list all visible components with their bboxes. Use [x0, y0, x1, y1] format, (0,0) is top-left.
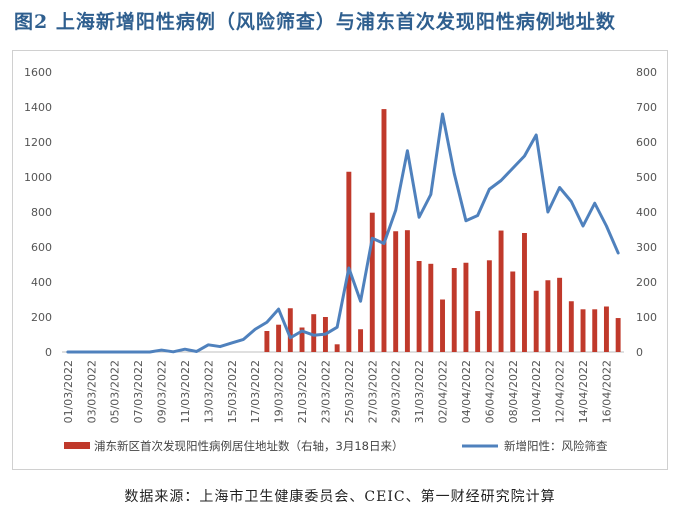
- x-tick-label: 17/03/2022: [249, 360, 262, 423]
- chart-frame: [12, 50, 668, 470]
- bar: [580, 309, 586, 352]
- y-right-tick-label: 800: [636, 66, 657, 79]
- x-tick-label: 11/03/2022: [179, 360, 192, 423]
- y-right-tick-label: 500: [636, 171, 657, 184]
- legend-label-bar: 浦东新区首次发现阳性病例居住地址数（右轴，3月18日来）: [94, 439, 403, 453]
- y-right-tick-label: 100: [636, 311, 657, 324]
- x-tick-label: 10/04/2022: [530, 360, 543, 423]
- y-left-tick-label: 800: [31, 206, 52, 219]
- bar: [287, 308, 293, 352]
- legend-swatch-bar: [64, 442, 90, 449]
- bar: [557, 277, 563, 352]
- x-tick-label: 14/04/2022: [577, 360, 590, 423]
- y-right-tick-label: 400: [636, 206, 657, 219]
- source-note: 数据来源：上海市卫生健康委员会、CEIC、第一财经研究院计算: [124, 489, 556, 505]
- bar: [463, 262, 469, 352]
- x-tick-label: 02/04/2022: [437, 360, 450, 423]
- x-tick-label: 01/03/2022: [62, 360, 75, 423]
- y-right-tick-label: 700: [636, 101, 657, 114]
- bar: [428, 263, 434, 352]
- bar: [393, 231, 399, 352]
- bar: [404, 230, 410, 352]
- x-tick-label: 15/03/2022: [226, 360, 239, 423]
- bar: [311, 314, 317, 352]
- y-left-tick-label: 0: [45, 346, 52, 359]
- x-tick-label: 21/03/2022: [296, 360, 309, 423]
- legend: 浦东新区首次发现阳性病例居住地址数（右轴，3月18日来） 新增阳性：风险筛查: [64, 439, 608, 453]
- bar: [276, 324, 282, 352]
- bar: [615, 318, 621, 352]
- y-left-tick-label: 1200: [24, 136, 52, 149]
- bar-series: [264, 109, 621, 352]
- bar: [346, 171, 352, 352]
- bar: [369, 212, 375, 352]
- x-tick-label: 29/03/2022: [390, 360, 403, 423]
- x-tick-label: 03/03/2022: [85, 360, 98, 423]
- y-left-tick-label: 1400: [24, 101, 52, 114]
- bar: [568, 301, 574, 352]
- x-tick-label: 04/04/2022: [460, 360, 473, 423]
- bar: [510, 271, 516, 352]
- y-left-tick-label: 1600: [24, 66, 52, 79]
- bar: [603, 306, 609, 352]
- x-tick-label: 27/03/2022: [366, 360, 379, 423]
- bar: [451, 268, 457, 352]
- bar: [545, 280, 551, 352]
- line-path: [66, 112, 620, 354]
- y-right-tick-label: 300: [636, 241, 657, 254]
- bar: [381, 109, 387, 352]
- bar: [416, 261, 422, 352]
- legend-label-line: 新增阳性：风险筛查: [504, 439, 608, 453]
- chart-title: 图2 上海新增阳性病例（风险筛查）与浦东首次发现阳性病例地址数: [14, 11, 616, 33]
- bar: [440, 299, 445, 352]
- x-tick-label: 12/04/2022: [554, 360, 567, 423]
- x-tick-label: 07/03/2022: [132, 360, 145, 423]
- bar: [299, 327, 305, 352]
- axes-group: 0 200 400 600 800 1000 1200 1400 1600 0 100 200 300 4…: [24, 66, 657, 423]
- x-tick-label: 08/04/2022: [507, 360, 520, 423]
- line-series: [66, 112, 620, 354]
- bar: [264, 331, 270, 352]
- x-tick-label: 19/03/2022: [273, 360, 286, 423]
- bar: [498, 230, 504, 352]
- bar: [358, 329, 364, 352]
- y-left-tick-label: 200: [31, 311, 52, 324]
- x-tick-label: 05/03/2022: [109, 360, 122, 423]
- bar: [334, 344, 340, 352]
- bar: [533, 290, 539, 352]
- y-left-tick-label: 400: [31, 276, 52, 289]
- x-tick-label: 23/03/2022: [319, 360, 332, 423]
- y-right-tick-label: 600: [636, 136, 657, 149]
- x-tick-label: 06/04/2022: [483, 360, 496, 423]
- bar: [475, 311, 481, 352]
- y-left-tick-label: 600: [31, 241, 52, 254]
- x-tick-label: 13/03/2022: [202, 360, 215, 423]
- bar: [522, 233, 527, 352]
- bar: [486, 260, 492, 352]
- bar: [592, 309, 598, 352]
- x-tick-label: 09/03/2022: [156, 360, 169, 423]
- y-right-tick-label: 0: [636, 346, 643, 359]
- y-right-tick-label: 200: [636, 276, 657, 289]
- x-tick-label: 16/04/2022: [600, 360, 613, 423]
- x-tick-label: 31/03/2022: [413, 360, 426, 423]
- y-left-tick-label: 1000: [24, 171, 52, 184]
- x-tick-label: 25/03/2022: [343, 360, 356, 423]
